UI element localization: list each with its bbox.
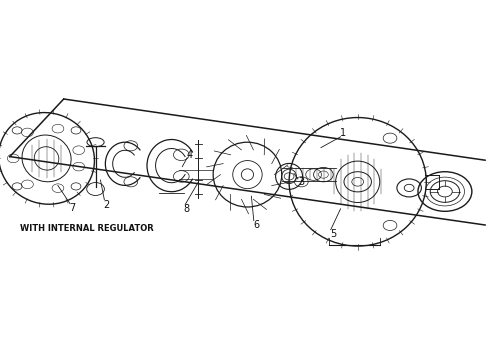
Text: 1: 1 bbox=[340, 128, 346, 138]
Text: 2: 2 bbox=[104, 200, 110, 210]
Text: 8: 8 bbox=[183, 204, 189, 214]
Text: 5: 5 bbox=[330, 229, 336, 239]
Text: 4: 4 bbox=[187, 150, 193, 160]
Text: WITH INTERNAL REGULATOR: WITH INTERNAL REGULATOR bbox=[20, 224, 153, 233]
Text: 7: 7 bbox=[70, 203, 75, 213]
Text: 3: 3 bbox=[298, 177, 304, 187]
Text: 6: 6 bbox=[253, 220, 259, 230]
